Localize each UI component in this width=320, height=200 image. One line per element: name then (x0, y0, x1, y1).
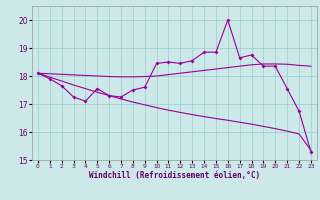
X-axis label: Windchill (Refroidissement éolien,°C): Windchill (Refroidissement éolien,°C) (89, 171, 260, 180)
